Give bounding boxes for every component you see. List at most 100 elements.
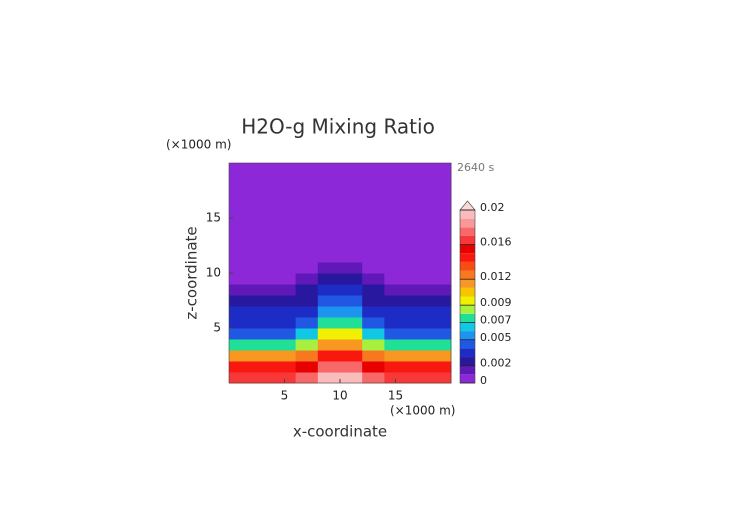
contour-cell (406, 251, 430, 263)
contour-cell (251, 251, 274, 263)
contour-cell (273, 174, 297, 186)
contour-cell (295, 262, 319, 274)
colorbar-swatch (460, 322, 475, 332)
colorbar-tick-label: 0.012 (480, 270, 512, 283)
contour-cell (428, 328, 452, 340)
contour-cell (406, 207, 430, 219)
contour-cell (295, 306, 319, 318)
contour-cell (251, 284, 274, 296)
contour-cell (384, 163, 408, 175)
contour-cell (229, 372, 252, 384)
contour-cell (362, 174, 385, 186)
contour-cell (251, 273, 274, 285)
contour-cell (406, 240, 430, 252)
colorbar-swatch (460, 244, 475, 254)
contour-cell (273, 350, 297, 362)
contour-cell (384, 339, 408, 351)
contour-cell (428, 163, 452, 175)
contour-cell (251, 196, 274, 208)
contour-cell (428, 361, 452, 373)
x-tick-label: 5 (281, 389, 289, 403)
contour-cell (428, 306, 452, 318)
time-label: 2640 s (457, 161, 494, 174)
contour-cell (362, 207, 385, 219)
x-tick-label: 15 (388, 389, 403, 403)
contour-cell (384, 262, 408, 274)
contour-cell (362, 273, 385, 285)
contour-cell (273, 317, 297, 329)
contour-cell (317, 295, 341, 307)
contour-cell (340, 251, 363, 263)
contour-cell (229, 218, 252, 230)
colorbar-tick-label: 0.009 (480, 296, 512, 309)
contour-cell (384, 185, 408, 197)
contour-cell (384, 218, 408, 230)
contour-cell (384, 240, 408, 252)
colorbar-swatch (460, 253, 475, 262)
contour-cell (273, 262, 297, 274)
contour-cell (229, 240, 252, 252)
colorbar-swatch (460, 339, 475, 349)
contour-cell (428, 317, 452, 329)
contour-cell (229, 185, 252, 197)
contour-cell (295, 372, 319, 384)
colorbar-tick-label: 0.007 (480, 313, 512, 326)
colorbar-tick-label: 0 (480, 374, 487, 387)
contour-cell (340, 207, 363, 219)
contour-cell (428, 372, 452, 384)
contour-cell (317, 317, 341, 329)
contour-cell (384, 328, 408, 340)
contour-cell (340, 196, 363, 208)
contour-cell (340, 174, 363, 186)
x-tick-label: 10 (332, 389, 347, 403)
y-tick-label: 10 (206, 266, 221, 280)
contour-cell (251, 328, 274, 340)
contour-cell (340, 218, 363, 230)
contour-cell (251, 218, 274, 230)
contour-cell (295, 295, 319, 307)
contour-cell (273, 251, 297, 263)
contour-cell (362, 284, 385, 296)
contour-cell (317, 163, 341, 175)
contour-cell (406, 174, 430, 186)
contour-cell (340, 361, 363, 373)
contour-cell (273, 328, 297, 340)
contour-cell (229, 174, 252, 186)
contour-cell (340, 339, 363, 351)
contour-cell (340, 306, 363, 318)
contour-cell (428, 240, 452, 252)
contour-cell (229, 317, 252, 329)
contour-cell (384, 196, 408, 208)
contour-cell (295, 339, 319, 351)
colorbar-tick-label: 0.005 (480, 331, 512, 344)
chart-title: H2O-g Mixing Ratio (241, 115, 435, 139)
contour-cell (273, 163, 297, 175)
contour-cell (406, 196, 430, 208)
contour-cell (428, 350, 452, 362)
colorbar-swatch (460, 305, 475, 314)
contour-cell (251, 372, 274, 384)
contour-cell (340, 163, 363, 175)
contour-cell (317, 361, 341, 373)
contour-cell (362, 317, 385, 329)
contour-cell (384, 174, 408, 186)
colorbar-swatch (460, 235, 475, 245)
contour-cell (406, 361, 430, 373)
contour-cell (340, 284, 363, 296)
colorbar-tick-label: 0.002 (480, 357, 512, 370)
colorbar-over (459, 200, 476, 211)
colorbar-tick-label: 0.02 (480, 201, 505, 214)
contour-cell (317, 306, 341, 318)
contour-cell (317, 273, 341, 285)
contour-cell (273, 339, 297, 351)
contour-cell (362, 306, 385, 318)
contour-cell (428, 339, 452, 351)
x-axis-label: x-coordinate (293, 423, 387, 441)
contour-cell (384, 273, 408, 285)
contour-cell (317, 339, 341, 351)
colorbar-swatch (460, 357, 475, 366)
contour-cell (340, 229, 363, 241)
contour-cell (295, 185, 319, 197)
contour-cell (406, 317, 430, 329)
contour-cell (229, 306, 252, 318)
